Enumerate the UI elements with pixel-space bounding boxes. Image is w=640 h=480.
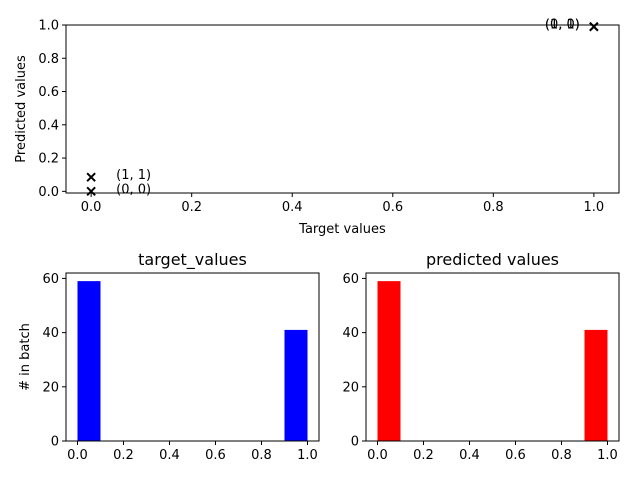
y-tick-label: 60 (42, 272, 59, 287)
y-tick-label: 20 (342, 380, 359, 395)
x-tick-label: 0.2 (413, 448, 434, 463)
histogram-bar (284, 329, 308, 441)
x-tick-label: 0.0 (67, 448, 88, 463)
scatter-point (86, 172, 96, 182)
point-annotation: (0, 0) (116, 182, 151, 197)
y-axis-label: # in batch (18, 323, 33, 391)
x-tick-label: 1.0 (597, 448, 618, 463)
y-tick-label: 1.0 (38, 19, 59, 34)
y-tick-label: 0.6 (38, 85, 59, 100)
histogram-bar (77, 281, 101, 441)
scatter-point (86, 186, 96, 197)
x-tick-label: 0.0 (367, 448, 388, 463)
y-tick-label: 0 (351, 435, 359, 450)
y-tick-label: 40 (42, 326, 59, 341)
y-tick-label: 60 (342, 272, 359, 287)
x-tick-label: 1.0 (584, 200, 605, 215)
histogram-bar (377, 281, 401, 441)
y-tick-label: 0.8 (38, 52, 59, 67)
axes-frame (365, 272, 620, 442)
point-annotation: (1, 1) (116, 168, 151, 183)
y-tick-label: 40 (342, 326, 359, 341)
histogram-bar (584, 329, 608, 441)
scatter-point (589, 21, 599, 32)
x-tick-label: 1.0 (297, 448, 318, 463)
x-tick-label: 0.8 (483, 200, 504, 215)
x-tick-label: 0.8 (251, 448, 272, 463)
y-axis-label: Predicted values (14, 55, 29, 163)
y-tick-label: 0 (51, 435, 59, 450)
marker-stroke (86, 186, 96, 197)
y-tick-label: 20 (42, 380, 59, 395)
scatter-panel: (1, 1)(0, 0)(0, 1)(1, 0)0.0 0.2 0.4 0.6 0.8 1… (14, 18, 620, 237)
marker-stroke (86, 172, 96, 182)
panel-title: target_values (138, 250, 247, 270)
x-tick-label: 0.2 (113, 448, 134, 463)
x-tick-label: 0.8 (551, 448, 572, 463)
x-tick-label: 0.6 (205, 448, 226, 463)
x-tick-label: 0.6 (505, 448, 526, 463)
x-tick-label: 0.4 (282, 200, 303, 215)
x-tick-label: 0.4 (459, 448, 480, 463)
y-tick-label: 0.2 (38, 152, 59, 167)
x-tick-label: 0.0 (81, 200, 102, 215)
axes-frame (65, 24, 620, 194)
y-tick-label: 0.0 (38, 185, 59, 200)
axes-frame (65, 272, 320, 442)
x-tick-label: 0.4 (159, 448, 180, 463)
target-histogram-panel: 0.0 0.2 0.4 0.6 0.8 1.0 0 20 40 60 target_values # … (18, 250, 320, 463)
x-tick-label: 0.2 (181, 200, 202, 215)
marker-stroke (589, 21, 599, 32)
x-tick-label: 0.6 (382, 200, 403, 215)
x-axis-label: Target values (298, 222, 386, 237)
y-tick-label: 0.4 (38, 118, 59, 133)
predicted-histogram-panel: 0.0 0.2 0.4 0.6 0.8 1.0 0 20 40 60 predicted value… (342, 250, 620, 463)
panel-title: predicted values (426, 250, 559, 269)
